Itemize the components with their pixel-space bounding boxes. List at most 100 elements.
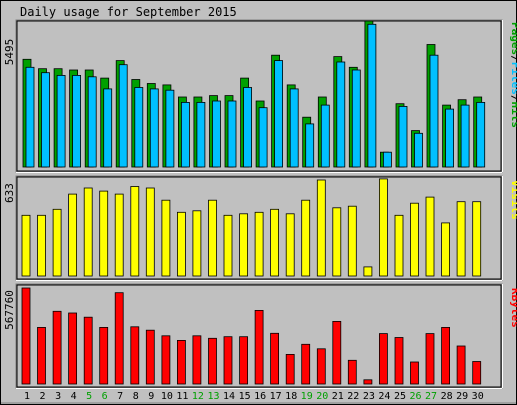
kbytes-bar-day-11 xyxy=(176,339,186,385)
x-tick-label-day-18: 18 xyxy=(285,391,297,402)
x-tick-label-day-10: 10 xyxy=(161,391,173,402)
visits-bar-day-4 xyxy=(68,193,77,277)
x-tick-label-day-8: 8 xyxy=(133,391,139,402)
legend-pages: Pages xyxy=(509,22,517,55)
x-tick-label-day-16: 16 xyxy=(254,391,266,402)
files-bar-day-12 xyxy=(196,102,206,168)
files-bar-day-23 xyxy=(367,23,377,168)
files-bar-day-30 xyxy=(476,102,486,168)
panel-usage xyxy=(15,19,503,173)
x-tick-label-day-14: 14 xyxy=(223,391,235,402)
bar-layer xyxy=(21,20,486,385)
visits-legend: Visits xyxy=(509,180,517,220)
visits-bar-day-23 xyxy=(363,266,373,277)
x-tick-label-day-19: 19 xyxy=(301,391,313,402)
files-bar-day-11 xyxy=(180,102,190,168)
panel-kbytes xyxy=(15,283,503,389)
x-tick-label-day-5: 5 xyxy=(86,391,92,402)
files-bar-day-22 xyxy=(351,69,361,168)
kbytes-bar-day-2 xyxy=(37,326,46,385)
files-bar-day-10 xyxy=(165,89,175,168)
x-tick-label-day-7: 7 xyxy=(117,391,123,402)
files-bar-day-13 xyxy=(212,100,221,168)
kbytes-bar-day-10 xyxy=(161,335,171,385)
files-bar-day-15 xyxy=(243,87,253,168)
visits-bar-day-24 xyxy=(378,178,388,277)
files-bar-day-24 xyxy=(382,151,392,168)
visits-bar-day-1 xyxy=(21,214,31,277)
files-bar-day-8 xyxy=(134,87,144,168)
visits-bar-day-29 xyxy=(456,201,466,277)
x-tick-label-day-21: 21 xyxy=(332,391,344,402)
files-bar-day-29 xyxy=(460,104,470,168)
x-tick-label-day-6: 6 xyxy=(102,391,108,402)
kbytes-bar-day-30 xyxy=(472,361,482,385)
files-bar-day-7 xyxy=(118,64,128,168)
x-tick-label-day-2: 2 xyxy=(39,391,45,402)
x-tick-label-day-17: 17 xyxy=(270,391,282,402)
visits-bar-day-6 xyxy=(99,190,109,277)
x-tick-label-day-23: 23 xyxy=(363,391,375,402)
kbytes-bar-day-14 xyxy=(223,336,233,385)
kbytes-bar-day-23 xyxy=(363,379,373,385)
visits-bar-day-9 xyxy=(145,187,155,277)
files-bar-day-3 xyxy=(56,75,66,168)
kbytes-legend: KBytes xyxy=(509,288,517,328)
visits-bar-day-30 xyxy=(472,201,482,277)
kbytes-bar-day-18 xyxy=(285,353,295,385)
kbytes-bar-day-20 xyxy=(316,348,326,385)
x-tick-label-day-25: 25 xyxy=(394,391,406,402)
kbytes-bar-day-9 xyxy=(145,329,155,385)
kbytes-bar-day-24 xyxy=(378,333,388,385)
x-tick-label-day-15: 15 xyxy=(239,391,251,402)
usage-legend: Pages/Files/Hits xyxy=(509,22,517,128)
kbytes-bar-day-15 xyxy=(239,336,249,385)
kbytes-bar-day-19 xyxy=(301,343,311,385)
files-bar-day-2 xyxy=(41,72,50,168)
kbytes-bar-day-28 xyxy=(441,326,451,385)
visits-bar-day-15 xyxy=(239,213,249,277)
x-tick-label-day-20: 20 xyxy=(316,391,328,402)
kbytes-bar-day-21 xyxy=(332,320,342,385)
visits-bar-day-10 xyxy=(161,199,171,277)
kbytes-bar-day-29 xyxy=(456,345,466,385)
files-bar-day-18 xyxy=(289,88,299,168)
files-bar-day-5 xyxy=(87,76,97,168)
x-tick-label-day-9: 9 xyxy=(148,391,154,402)
files-bar-day-25 xyxy=(398,106,408,168)
visits-bar-day-26 xyxy=(410,202,419,277)
x-axis-labels: 1 2 3 4 5 6 7 8 9 10 11 12 13 14 15 16 17 18 19 20 21 22 23 24 2… xyxy=(24,391,484,402)
files-bar-day-16 xyxy=(258,107,268,168)
x-tick-label-day-22: 22 xyxy=(347,391,359,402)
kbytes-bar-day-5 xyxy=(83,316,93,385)
files-bar-day-20 xyxy=(320,104,330,168)
legend-sep-2: / xyxy=(509,95,517,102)
x-tick-label-day-11: 11 xyxy=(176,391,188,402)
kbytes-bar-day-27 xyxy=(425,333,435,385)
visits-bar-day-13 xyxy=(208,199,217,277)
visits-bar-day-5 xyxy=(83,187,93,277)
files-bar-day-19 xyxy=(305,123,315,168)
visits-bar-day-25 xyxy=(394,214,404,277)
kbytes-bar-day-17 xyxy=(270,332,280,385)
x-tick-label-day-13: 13 xyxy=(207,391,219,402)
visits-bar-day-18 xyxy=(285,213,295,277)
visits-bar-day-16 xyxy=(254,211,264,277)
visits-bar-day-27 xyxy=(425,196,435,277)
visits-bar-day-17 xyxy=(270,208,280,277)
visits-bar-day-28 xyxy=(441,222,451,277)
files-bar-day-28 xyxy=(445,108,455,168)
chart-title: Daily usage for September 2015 xyxy=(20,5,237,19)
files-bar-day-21 xyxy=(336,61,346,168)
visits-bar-day-11 xyxy=(176,211,186,277)
x-tick-label-day-30: 30 xyxy=(472,391,484,402)
visits-bar-day-12 xyxy=(192,210,202,277)
legend-hits: Hits xyxy=(509,102,517,129)
files-bar-day-9 xyxy=(149,88,159,168)
files-bar-day-1 xyxy=(25,66,35,168)
visits-bar-day-21 xyxy=(332,207,342,277)
x-tick-label-day-1: 1 xyxy=(24,391,30,402)
files-bar-day-4 xyxy=(72,75,81,168)
kbytes-bar-day-4 xyxy=(68,312,77,385)
